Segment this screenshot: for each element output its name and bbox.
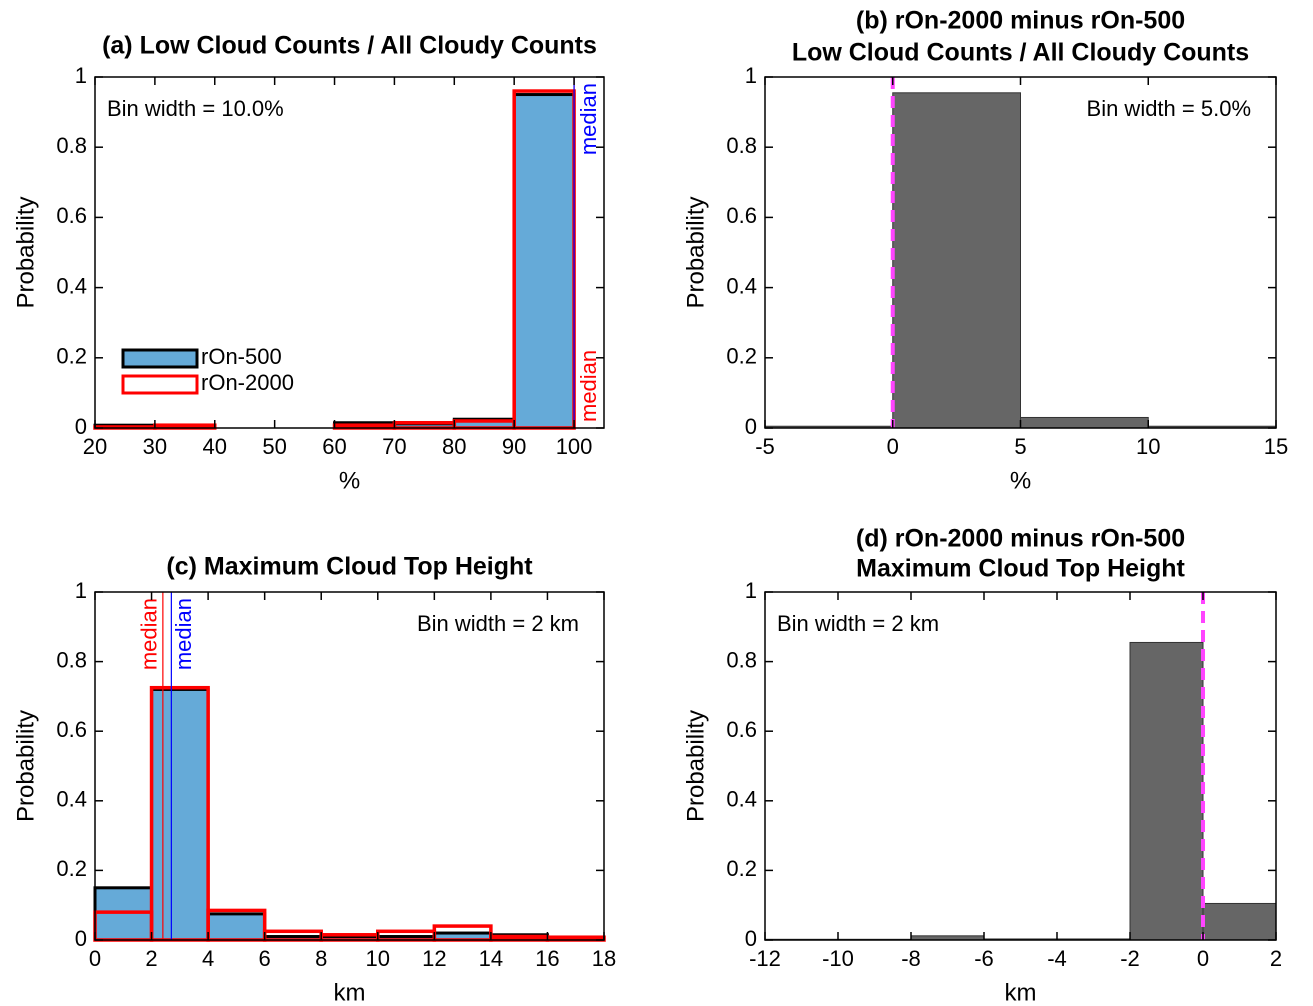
x-tick-label: 16 [535, 946, 559, 971]
median-label: median [576, 83, 601, 155]
x-tick-label: 20 [83, 434, 107, 459]
y-axis-label: Probability [12, 196, 39, 308]
legend-label: rOn-2000 [201, 370, 294, 395]
x-tick-label: 0 [89, 946, 101, 971]
x-tick-label: 4 [202, 946, 214, 971]
x-tick-label: 100 [556, 434, 593, 459]
legend-swatch [121, 374, 199, 395]
x-tick-label: 0 [887, 434, 899, 459]
x-tick-label: -2 [1120, 946, 1140, 971]
x-tick-label: 0 [1197, 946, 1209, 971]
axes-box [94, 591, 605, 941]
y-tick-label: 0.6 [726, 717, 757, 742]
y-tick-label: 0.4 [726, 273, 757, 298]
y-axis-label: Probability [682, 710, 709, 822]
x-axis-label: % [339, 467, 360, 494]
y-tick-label: 0.6 [56, 717, 87, 742]
axes-box [94, 76, 605, 429]
y-tick-label: 0.4 [56, 787, 87, 812]
x-tick-label: 12 [422, 946, 446, 971]
y-tick-label: 1 [75, 63, 87, 88]
x-tick-label: 6 [259, 946, 271, 971]
annotation: Bin width = 2 km [777, 611, 939, 636]
median-label: median [137, 598, 162, 670]
x-tick-label: 2 [1270, 946, 1282, 971]
y-axis-label: Probability [12, 710, 39, 822]
y-tick-label: 0.8 [726, 133, 757, 158]
x-tick-label: 30 [143, 434, 167, 459]
y-tick-label: 1 [745, 63, 757, 88]
histogram-bar [1129, 641, 1204, 941]
chart-title: (a) Low Cloud Counts / All Cloudy Counts [102, 32, 597, 60]
x-tick-label: 90 [502, 434, 526, 459]
chart-title: (b) rOn-2000 minus rOn-500 [856, 7, 1185, 35]
legend-label: rOn-500 [201, 344, 282, 369]
y-tick-label: 0.4 [56, 273, 87, 298]
x-axis-label: % [1010, 467, 1031, 494]
y-tick-label: 0.2 [56, 856, 87, 881]
x-tick-label: -5 [755, 434, 775, 459]
y-tick-label: 0.6 [726, 203, 757, 228]
y-tick-label: 0.4 [726, 787, 757, 812]
x-tick-label: -8 [901, 946, 921, 971]
median-label: median [171, 598, 196, 670]
y-tick-label: 0.8 [726, 647, 757, 672]
histogram-bar [892, 92, 1021, 429]
x-tick-label: 60 [322, 434, 346, 459]
x-tick-label: 5 [1014, 434, 1026, 459]
y-tick-label: 0 [745, 414, 757, 439]
y-tick-label: 0.2 [726, 344, 757, 369]
x-tick-label: 10 [1136, 434, 1160, 459]
x-axis-label: km [334, 979, 366, 1006]
median-label: median [576, 350, 601, 422]
x-tick-label: 50 [262, 434, 286, 459]
x-tick-label: 15 [1264, 434, 1288, 459]
histogram-bar [150, 687, 210, 942]
chart-title: (d) rOn-2000 minus rOn-500 [856, 525, 1185, 553]
x-tick-label: -6 [974, 946, 994, 971]
y-tick-label: 0.2 [726, 856, 757, 881]
x-tick-label: 80 [442, 434, 466, 459]
x-tick-label: -12 [749, 946, 781, 971]
annotation: Bin width = 2 km [417, 611, 579, 636]
x-tick-label: -10 [822, 946, 854, 971]
annotation: Bin width = 5.0% [1087, 96, 1251, 121]
x-tick-label: 40 [203, 434, 227, 459]
y-tick-label: 0.2 [56, 344, 87, 369]
y-axis-label: Probability [682, 196, 709, 308]
y-tick-label: 1 [745, 578, 757, 603]
chart-title: Low Cloud Counts / All Cloudy Counts [792, 39, 1249, 67]
y-tick-label: 0.8 [56, 133, 87, 158]
legend-swatch [121, 348, 199, 369]
axes-box [764, 591, 1277, 941]
y-tick-label: 0.6 [56, 203, 87, 228]
x-tick-label: 10 [366, 946, 390, 971]
x-tick-label: 18 [592, 946, 616, 971]
x-axis-label: km [1005, 979, 1037, 1006]
y-tick-label: 0.8 [56, 647, 87, 672]
x-tick-label: -4 [1047, 946, 1067, 971]
histogram-bar [1202, 902, 1277, 941]
x-tick-label: 70 [382, 434, 406, 459]
histogram-bar [206, 912, 267, 942]
x-tick-label: 8 [315, 946, 327, 971]
histogram-bar [1020, 416, 1149, 429]
x-tick-label: 14 [479, 946, 503, 971]
y-tick-label: 0 [75, 926, 87, 951]
x-tick-label: 2 [145, 946, 157, 971]
chart-title: Maximum Cloud Top Height [856, 555, 1185, 583]
y-tick-label: 0 [745, 926, 757, 951]
annotation: Bin width = 10.0% [107, 96, 284, 121]
y-tick-label: 1 [75, 578, 87, 603]
chart-title: (c) Maximum Cloud Top Height [166, 553, 533, 581]
y-tick-label: 0 [75, 414, 87, 439]
histogram-bar [512, 93, 576, 430]
